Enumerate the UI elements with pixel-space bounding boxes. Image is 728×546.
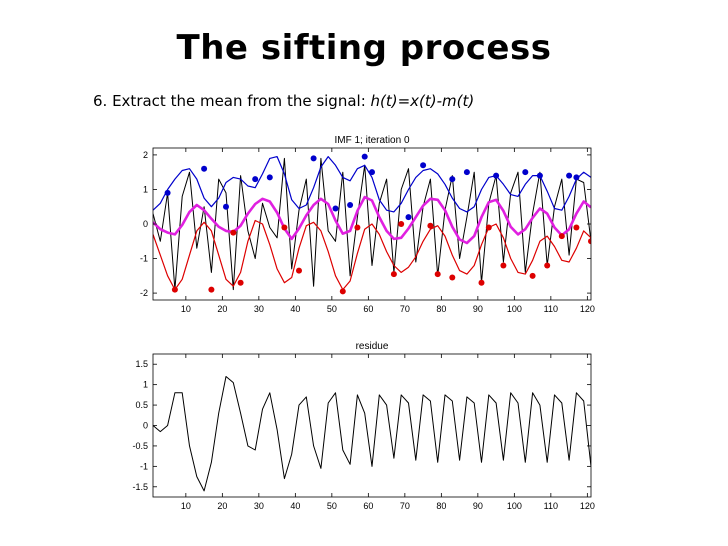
maximum-point [310, 155, 317, 162]
series-group [153, 376, 591, 492]
x-tick-label: 50 [327, 304, 337, 314]
mean-line [153, 195, 591, 245]
x-tick-label: 80 [436, 304, 446, 314]
y-tick-label: -0.5 [132, 441, 148, 451]
x-tick-label: 50 [327, 501, 337, 511]
x-tick-label: 120 [580, 501, 595, 511]
minimum-point [237, 279, 244, 286]
minimum-point [171, 286, 178, 293]
maximum-point [573, 174, 580, 181]
minimum-point [500, 262, 507, 269]
y-tick-label: -2 [140, 288, 148, 298]
maximum-point [164, 189, 171, 196]
minimum-point [434, 271, 441, 278]
slide-title: The sifting process [176, 28, 552, 68]
x-tick-label: 70 [400, 501, 410, 511]
x-tick-label: 40 [290, 304, 300, 314]
maximum-point [449, 176, 456, 183]
maximum-point [266, 174, 273, 181]
x-tick-label: 100 [507, 501, 522, 511]
minimum-point [558, 233, 565, 240]
x-tick-label: 90 [473, 304, 483, 314]
maximum-point [347, 202, 354, 208]
maximum-point [369, 169, 375, 176]
x-tick-label: 10 [181, 304, 191, 314]
x-tick-label: 90 [473, 501, 483, 511]
minimum-point [339, 288, 346, 295]
minimum-point [427, 222, 434, 229]
minimum-point [573, 224, 580, 231]
x-tick-label: 30 [254, 501, 264, 511]
step-formula: h(t)=x(t)-m(t) [370, 92, 475, 110]
x-tick-label: 30 [254, 304, 264, 314]
minimum-point [449, 274, 456, 281]
minimum-point [296, 267, 302, 274]
lower-envelope-line [153, 219, 591, 291]
minimum-point [281, 224, 288, 231]
maximum-point [493, 172, 500, 179]
maximum-point [420, 162, 427, 169]
y-tick-label: 1 [143, 380, 148, 390]
x-tick-label: 100 [507, 304, 522, 314]
y-tick-label: -1.5 [132, 482, 148, 492]
chart-title: IMF 1; iteration 0 [334, 135, 409, 146]
minimum-point [544, 262, 551, 269]
y-tick-label: 1 [143, 184, 148, 194]
maximum-point [463, 169, 470, 176]
minimum-point [354, 224, 361, 231]
y-tick-label: -1 [140, 461, 148, 471]
maximum-point [566, 172, 573, 179]
minimum-point [398, 221, 405, 227]
minimum-point [588, 238, 591, 245]
minimum-point [478, 279, 485, 286]
y-tick-label: 1.5 [135, 359, 148, 369]
maximum-point [201, 165, 208, 172]
y-tick-label: 2 [143, 150, 148, 160]
x-tick-label: 20 [217, 501, 227, 511]
x-tick-label: 120 [580, 304, 595, 314]
x-tick-label: 80 [436, 501, 446, 511]
y-tick-label: 0.5 [135, 400, 148, 410]
x-tick-label: 70 [400, 304, 410, 314]
step-instruction: 6. Extract the mean from the signal: h(t… [93, 92, 474, 110]
maximum-point [522, 169, 529, 176]
series-group [153, 153, 591, 295]
y-tick-label: 0 [143, 219, 148, 229]
x-tick-label: 110 [544, 501, 558, 511]
signal-line [153, 376, 591, 492]
x-tick-label: 20 [217, 304, 227, 314]
x-tick-label: 60 [363, 501, 373, 511]
y-tick-label: -1 [140, 254, 148, 264]
minimum-point [390, 271, 397, 278]
signal-line [153, 157, 591, 291]
maximum-point [252, 176, 259, 183]
maximum-point [405, 214, 412, 221]
minimum-point [208, 286, 215, 293]
x-tick-label: 110 [544, 304, 558, 314]
minimum-point [485, 224, 492, 231]
minimum-point [230, 229, 237, 236]
maximum-point [223, 203, 229, 210]
step-text: 6. Extract the mean from the signal: [93, 92, 371, 110]
minimum-point [529, 272, 536, 279]
maximum-point [536, 172, 543, 179]
plot-frame [152, 353, 592, 498]
upper-envelope-line [153, 156, 591, 213]
x-tick-label: 40 [290, 501, 300, 511]
y-tick-label: 0 [143, 421, 148, 431]
chart-1: IMF 1; iteration 010 20 30 40 50 60 70 80 90 100 1… [140, 135, 595, 314]
maximum-point [361, 153, 368, 160]
x-tick-label: 10 [181, 501, 191, 511]
maximum-point [332, 205, 339, 212]
chart-title: residue [356, 341, 389, 352]
x-tick-label: 60 [363, 304, 373, 314]
